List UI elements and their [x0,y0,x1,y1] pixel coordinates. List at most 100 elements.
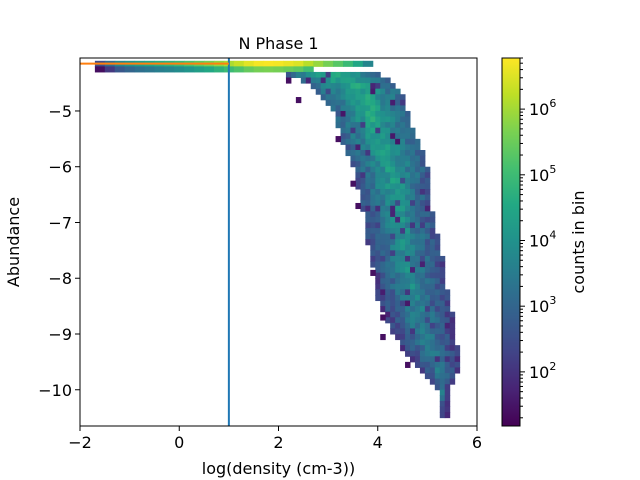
heatmap-cell [414,177,421,184]
heatmap-cell [395,177,401,184]
heatmap-cell [320,71,327,79]
heatmap-cell [360,172,366,179]
heatmap-cell [345,77,351,84]
heatmap-cell [405,317,411,324]
heatmap-cell [320,88,327,95]
heatmap-cell [315,71,322,79]
heatmap-cell [439,267,446,274]
heatmap-cell [414,294,421,302]
heatmap-cell [395,144,401,151]
heatmap-cell [380,94,386,101]
heatmap-cell [419,350,426,357]
heatmap-cell [360,189,366,196]
heatmap-cell [434,233,441,240]
heatmap-cell [385,294,391,302]
heatmap-cell [375,133,381,140]
heatmap-cell [323,60,334,67]
heatmap-cell [390,228,396,235]
heatmap-cell [424,317,431,324]
heatmap-cell [400,116,406,123]
heatmap-cell [390,322,396,329]
heatmap-cell [405,250,411,257]
heatmap-cell [410,127,416,134]
x-tick-label: −2 [68,433,92,452]
heatmap-cell [345,83,351,90]
heatmap-cell [360,200,366,207]
heatmap-cell [385,83,391,90]
heatmap-cell [449,334,456,341]
heatmap-cell [410,155,416,162]
heatmap-cell [380,211,386,218]
heatmap-cell [390,200,396,207]
heatmap-cell [405,300,411,307]
heatmap-cell [350,155,356,162]
heatmap-cell [380,222,386,229]
heatmap-cell [370,233,376,240]
heatmap-cell [380,278,386,285]
heatmap-cell [429,373,436,380]
heatmap-cell [365,127,371,134]
heatmap-cell [380,244,386,251]
heatmap-cell [414,283,421,290]
heatmap-cell [350,83,356,90]
heatmap-cell [424,350,431,357]
heatmap-cell [390,294,396,302]
heatmap-cell [335,122,342,129]
y-tick-label: −10 [38,381,72,400]
heatmap-cell [444,406,451,413]
heatmap-cell [419,272,426,279]
heatmap-cell [410,267,416,274]
heatmap-cell [375,228,381,235]
heatmap-cell [419,356,426,363]
heatmap-cell [410,216,416,223]
heatmap-cell [335,116,342,123]
heatmap-cell [375,110,381,118]
heatmap-cell [365,239,371,246]
heatmap-cell [385,194,391,201]
heatmap-cell [405,361,411,368]
heatmap-cell [365,155,371,162]
heatmap-cell [365,99,371,106]
heatmap-cell [325,88,332,95]
heatmap-cell [380,161,386,168]
heatmap-cell [444,361,451,368]
heatmap-cell [305,71,312,79]
heatmap-cell [300,71,307,79]
heatmap-cell [380,233,386,240]
heatmap-cell [390,116,396,123]
heatmap-cell [340,105,346,112]
heatmap-cell [350,110,356,118]
heatmap-cell [434,328,441,335]
heatmap-cell [355,183,361,190]
heatmap-cell [419,161,426,168]
heatmap-cell [419,367,426,374]
colorbar [501,57,521,427]
heatmap-cell [375,144,381,151]
heatmap-cell [303,66,314,73]
heatmap-cell [405,138,411,145]
heatmap-cell [380,166,386,173]
heatmap-cell [385,144,391,151]
heatmap-cell [395,110,401,118]
heatmap-cell [340,71,346,79]
heatmap-cell [360,166,366,173]
heatmap-cell [380,144,386,151]
heatmap-cell [375,278,381,285]
heatmap-cell [395,200,401,207]
heatmap-cell [315,88,322,95]
heatmap-cell [414,356,421,363]
heatmap-cell [424,200,431,207]
heatmap-cell [400,133,406,140]
heatmap-cell [400,183,406,190]
heatmap-cell [320,83,327,90]
heatmap-cell [335,77,342,84]
heatmap-cell [335,110,342,118]
heatmap-cell [370,127,376,134]
heatmap-cell [360,144,366,151]
heatmap-cell [400,99,406,106]
heatmap-cell [410,255,416,263]
heatmap-cell [375,211,381,218]
heatmap-cell [380,105,386,112]
heatmap-cell [320,94,327,101]
heatmap-cell [355,94,361,101]
